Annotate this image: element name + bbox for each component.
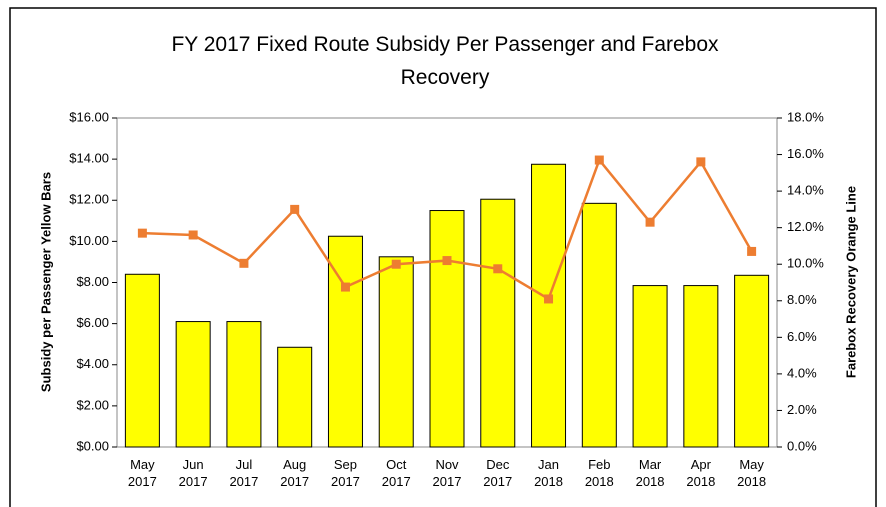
y-tick-label: $0.00 bbox=[76, 438, 109, 453]
y-tick-label: $6.00 bbox=[76, 315, 109, 330]
y2-tick-label: 12.0% bbox=[787, 219, 824, 234]
bar bbox=[531, 163, 567, 448]
y2-tick-label: 10.0% bbox=[787, 256, 824, 271]
y2-tick-label: 16.0% bbox=[787, 146, 824, 161]
bar bbox=[378, 256, 414, 448]
y-tick-label: $14.00 bbox=[69, 151, 109, 166]
bar bbox=[734, 274, 770, 448]
y-axis-label: Subsidy per Passenger Yellow Bars bbox=[38, 172, 53, 392]
x-tick-label: May 2017 bbox=[127, 457, 157, 489]
bar bbox=[277, 346, 313, 448]
line-marker bbox=[239, 258, 249, 268]
bar bbox=[429, 210, 465, 448]
y-tick-label: $10.00 bbox=[69, 233, 109, 248]
x-tick-label: Feb 2018 bbox=[584, 457, 614, 489]
bar bbox=[480, 198, 516, 448]
bar bbox=[226, 321, 262, 448]
line-marker bbox=[493, 264, 503, 274]
x-tick-label: Jan 2018 bbox=[534, 457, 563, 489]
line-marker bbox=[696, 157, 706, 167]
x-tick-label: Aug 2017 bbox=[280, 457, 310, 489]
line-marker bbox=[544, 294, 554, 304]
line-marker bbox=[340, 282, 350, 292]
y-tick-label: $12.00 bbox=[69, 192, 109, 207]
bar bbox=[581, 202, 617, 448]
x-tick-label: Apr 2018 bbox=[686, 457, 716, 489]
line-marker bbox=[137, 228, 147, 238]
y2-tick-label: 18.0% bbox=[787, 109, 824, 124]
x-tick-label: Oct 2017 bbox=[381, 457, 411, 489]
y-tick-label: $4.00 bbox=[76, 356, 109, 371]
line-marker bbox=[645, 217, 655, 227]
y2-tick-label: 4.0% bbox=[787, 365, 817, 380]
bar bbox=[683, 285, 719, 448]
y-tick-label: $16.00 bbox=[69, 109, 109, 124]
line-marker bbox=[391, 259, 401, 269]
bar bbox=[632, 285, 668, 448]
line-marker bbox=[188, 230, 198, 240]
y2-tick-label: 6.0% bbox=[787, 329, 817, 344]
y-tick-label: $8.00 bbox=[76, 274, 109, 289]
x-tick-label: Nov 2017 bbox=[432, 457, 462, 489]
line-marker bbox=[442, 256, 452, 266]
x-tick-label: Mar 2018 bbox=[635, 457, 665, 489]
x-tick-label: May 2018 bbox=[737, 457, 767, 489]
y2-tick-label: 14.0% bbox=[787, 183, 824, 198]
y-tick-label: $2.00 bbox=[76, 397, 109, 412]
y2-axis-label: Farebox Recovery Orange Line bbox=[843, 186, 858, 378]
bar bbox=[124, 273, 160, 448]
bar bbox=[175, 321, 211, 448]
x-tick-label: Dec 2017 bbox=[483, 457, 513, 489]
line-marker bbox=[290, 204, 300, 214]
x-tick-label: Jul 2017 bbox=[229, 457, 259, 489]
x-tick-label: Jun 2017 bbox=[178, 457, 208, 489]
y2-tick-label: 8.0% bbox=[787, 292, 817, 307]
x-tick-label: Sep 2017 bbox=[330, 457, 360, 489]
chart-title: FY 2017 Fixed Route Subsidy Per Passenge… bbox=[171, 33, 719, 89]
y2-tick-label: 2.0% bbox=[787, 402, 817, 417]
y2-tick-label: 0.0% bbox=[787, 438, 817, 453]
line-marker bbox=[747, 246, 757, 256]
line-marker bbox=[594, 155, 604, 165]
